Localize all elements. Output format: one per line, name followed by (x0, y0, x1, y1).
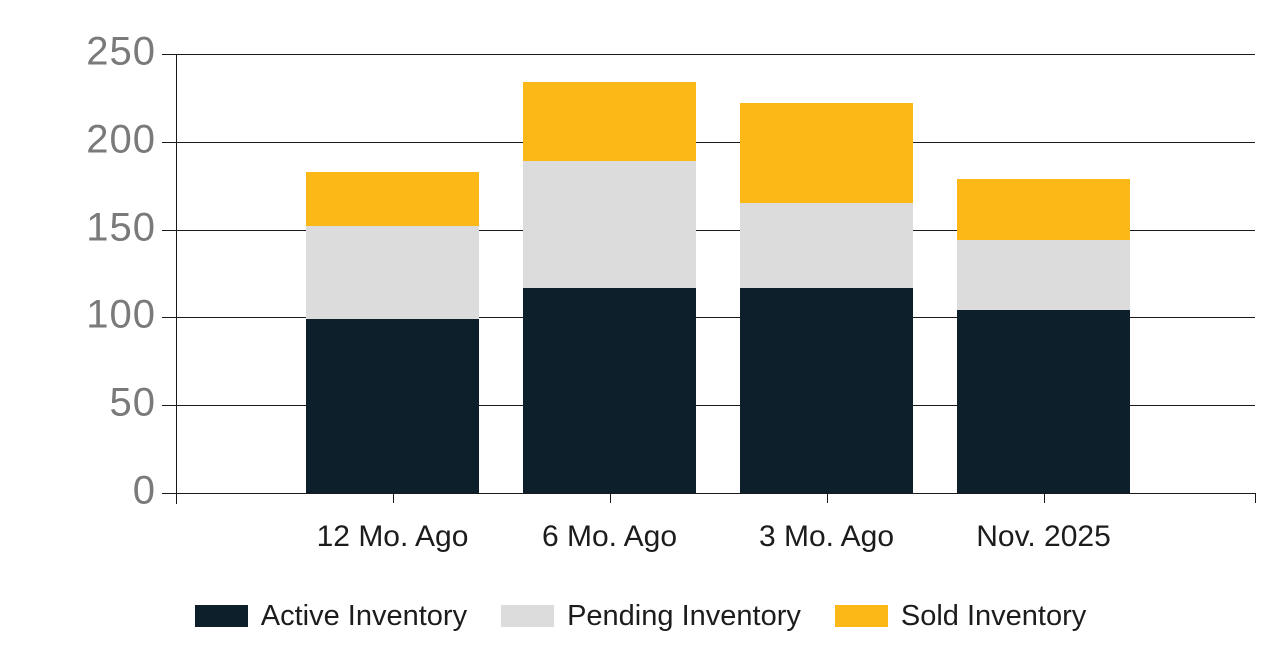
bar-2-segment-active-inventory (523, 287, 696, 493)
bar-1-segment-sold-inventory (306, 171, 479, 227)
legend-item-pending-inventory: Pending Inventory (501, 600, 801, 633)
legend-item-active-inventory: Active Inventory (194, 599, 468, 633)
x-tick-2 (609, 493, 611, 503)
gridline-100 (162, 317, 1255, 319)
chart-legend: Active Inventory Pending Inventory Sold In… (0, 595, 1261, 637)
y-tick-label-250: 250 (86, 29, 156, 74)
legend-label-active-inventory: Active Inventory (260, 599, 468, 632)
gridline-250 (162, 54, 1255, 55)
y-axis-line (176, 54, 177, 504)
x-axis-right-tick (1255, 493, 1256, 503)
bar-1-segment-pending-inventory (306, 226, 479, 320)
y-tick-label-150: 150 (86, 205, 156, 250)
gridline-0 (162, 493, 1255, 494)
legend-label-pending-inventory: Pending Inventory (567, 599, 801, 632)
x-category-label-3: 3 Mo. Ago (758, 520, 895, 553)
legend-item-sold-inventory: Sold Inventory (834, 599, 1087, 633)
legend-swatch-pending-inventory (501, 605, 555, 627)
gridline-200 (162, 141, 1255, 143)
bar-4-segment-pending-inventory (957, 240, 1130, 311)
bar-4-segment-active-inventory (957, 310, 1130, 493)
gridline-150 (162, 229, 1255, 231)
bar-2-segment-pending-inventory (523, 161, 696, 288)
bar-3-segment-active-inventory (740, 287, 913, 493)
x-tick-3 (826, 493, 828, 503)
x-tick-1 (392, 493, 394, 503)
y-tick-label-50: 50 (109, 380, 156, 425)
x-tick-4 (1043, 493, 1045, 503)
bar-1-segment-active-inventory (306, 319, 479, 493)
legend-swatch-active-inventory (194, 605, 248, 627)
bar-3-segment-pending-inventory (740, 203, 913, 288)
y-tick-label-100: 100 (86, 293, 156, 338)
x-category-label-1: 12 Mo. Ago (316, 520, 469, 553)
y-tick-label-0: 0 (132, 468, 156, 513)
legend-label-sold-inventory: Sold Inventory (900, 599, 1087, 632)
x-category-label-2: 6 Mo. Ago (541, 520, 678, 553)
bar-4-segment-sold-inventory (957, 178, 1130, 241)
x-category-label-4: Nov. 2025 (976, 520, 1111, 553)
bar-2-segment-sold-inventory (523, 82, 696, 162)
gridline-50 (162, 405, 1255, 407)
bar-3-segment-sold-inventory (740, 103, 913, 204)
legend-swatch-sold-inventory (834, 605, 888, 627)
plot-area (162, 54, 1255, 503)
y-tick-label-200: 200 (86, 117, 156, 162)
